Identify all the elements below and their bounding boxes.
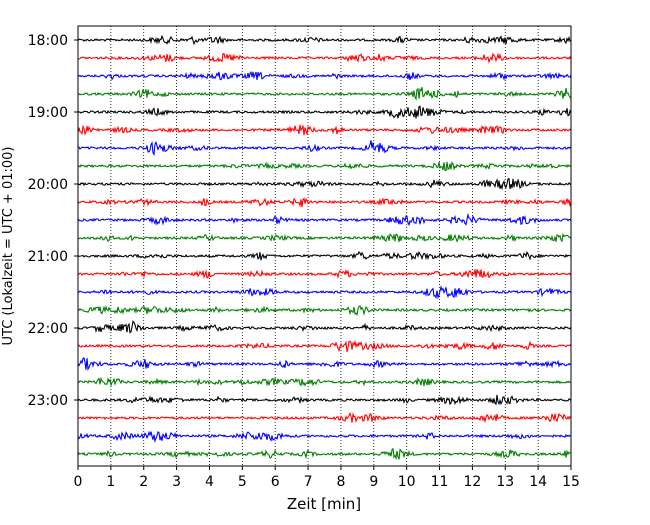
x-tick-label: 0 xyxy=(74,474,83,490)
x-tick-label: 12 xyxy=(463,474,481,490)
seismic-trace xyxy=(77,105,572,119)
seismic-trace xyxy=(77,250,572,261)
y-tick-label: 22:00 xyxy=(28,321,68,337)
x-tick-label: 9 xyxy=(369,474,378,490)
x-tick-label: 10 xyxy=(398,474,416,490)
x-tick-label: 5 xyxy=(238,474,247,490)
y-tick-label: 18:00 xyxy=(28,33,68,49)
seismic-trace xyxy=(77,124,572,136)
seismic-trace xyxy=(77,285,572,300)
seismic-trace xyxy=(77,86,572,101)
seismic-trace xyxy=(77,305,572,316)
y-tick-label: 21:00 xyxy=(28,249,68,265)
x-axis-label: Zeit [min] xyxy=(287,495,361,513)
seismic-trace xyxy=(77,430,572,444)
x-tick-label: 11 xyxy=(431,474,449,490)
seismic-trace xyxy=(77,140,572,157)
seismic-trace xyxy=(77,70,572,81)
seismic-trace xyxy=(77,320,572,334)
y-tick-label: 23:00 xyxy=(28,393,68,409)
y-tick-label: 20:00 xyxy=(28,177,68,193)
x-tick-label: 4 xyxy=(205,474,214,490)
seismic-trace xyxy=(77,339,572,353)
seismic-traces xyxy=(77,34,572,461)
seismic-trace xyxy=(77,197,572,208)
seismic-trace xyxy=(77,177,572,191)
x-tick-label: 7 xyxy=(304,474,313,490)
x-axis-ticks: 0 1 2 3 4 5 6 7 8 9 10 11 12 13 14 15 xyxy=(74,466,580,490)
seismic-trace xyxy=(77,34,572,46)
x-tick-label: 13 xyxy=(496,474,514,490)
seismic-trace xyxy=(77,357,572,371)
plot-frame xyxy=(77,25,572,467)
x-tick-label: 3 xyxy=(172,474,181,490)
seismic-trace xyxy=(77,376,572,388)
seismic-trace xyxy=(77,412,572,424)
y-axis-ticks: 18:00 19:00 20:00 21:00 22:00 23:00 xyxy=(28,33,78,409)
seismic-trace xyxy=(77,161,572,172)
seismic-trace xyxy=(77,447,572,461)
seismic-trace xyxy=(77,268,572,279)
x-tick-label: 8 xyxy=(336,474,345,490)
plot-border xyxy=(77,25,572,467)
seismic-trace xyxy=(77,52,572,64)
seismic-trace xyxy=(77,212,572,227)
x-tick-label: 6 xyxy=(271,474,280,490)
x-tick-label: 15 xyxy=(562,474,580,490)
y-tick-label: 19:00 xyxy=(28,105,68,121)
seismic-trace xyxy=(77,232,572,243)
x-tick-label: 14 xyxy=(529,474,547,490)
y-axis-label: UTC (Lokalzeit = UTC + 01:00) xyxy=(1,147,16,346)
x-tick-label: 1 xyxy=(106,474,115,490)
x-gridlines xyxy=(110,26,539,466)
x-tick-label: 2 xyxy=(139,474,148,490)
seismic-trace xyxy=(77,394,572,406)
